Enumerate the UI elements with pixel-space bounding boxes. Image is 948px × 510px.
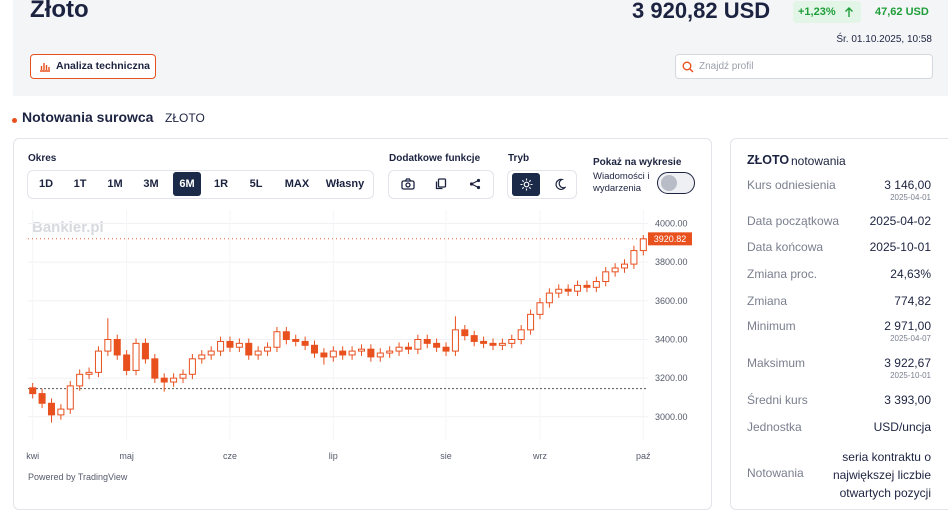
functions-group: [388, 170, 494, 199]
period-button[interactable]: 3M: [143, 178, 159, 190]
light-mode-button[interactable]: [512, 173, 540, 196]
row-value: 2 971,00: [884, 319, 931, 333]
row-label: Data końcowa: [747, 240, 824, 254]
period-button[interactable]: 1T: [73, 178, 87, 190]
section-bullet: [12, 118, 17, 123]
row-date: 2025-04-07: [890, 334, 931, 343]
change-abs: 47,62 USD: [875, 6, 929, 18]
sun-icon: [520, 178, 533, 191]
instrument-title: Złoto: [30, 0, 89, 23]
sidebar-card: [730, 138, 948, 510]
sidebar-title: ZŁOTO: [747, 153, 790, 167]
row-label: Zmiana proc.: [747, 267, 818, 281]
search-placeholder: Znajdź profil: [699, 61, 754, 72]
section-title: Notowania surowca: [22, 109, 154, 125]
change-badge: +1,23%: [793, 1, 861, 23]
period-button[interactable]: 6M: [173, 172, 201, 196]
row-value: 24,63%: [890, 267, 931, 281]
chart-icon: [40, 63, 50, 72]
row-label: Minimum: [747, 319, 796, 333]
row-value: 2025-10-01: [869, 240, 931, 254]
period-button[interactable]: 1D: [38, 178, 54, 190]
row-label: Data początkowa: [747, 214, 840, 228]
functions-label: Dodatkowe funkcje: [389, 153, 481, 164]
row-label: Jednostka: [747, 420, 802, 434]
button-label: Analiza techniczna: [56, 60, 150, 72]
chart-card: [13, 138, 712, 510]
row-label: Zmiana: [747, 294, 788, 308]
row-value: 3 146,00: [884, 178, 931, 192]
change-pct: +1,23%: [798, 6, 836, 18]
copy-icon[interactable]: [435, 178, 447, 190]
technical-analysis-button[interactable]: Analiza techniczna: [30, 54, 156, 79]
period-button[interactable]: 1M: [107, 178, 123, 190]
search-icon: [682, 61, 694, 73]
row-label: Notowania: [747, 466, 804, 480]
camera-icon[interactable]: [401, 178, 415, 190]
period-button[interactable]: 5L: [249, 178, 263, 190]
header-panel: [13, 0, 948, 96]
price: 3 920,82 USD: [632, 0, 771, 23]
search-box[interactable]: Znajdź profil: [675, 54, 933, 79]
mode-label: Tryb: [508, 153, 530, 164]
period-button[interactable]: 1R: [213, 178, 229, 190]
period-label: Okres: [28, 153, 57, 164]
row-date: 2025-10-01: [890, 371, 931, 380]
row-value: 774,82: [894, 294, 931, 308]
period-button[interactable]: MAX: [284, 178, 310, 190]
row-value: 2025-04-02: [869, 214, 931, 228]
row-date: 2025-04-01: [890, 193, 931, 202]
row-value: USD/uncja: [873, 420, 931, 434]
moon-icon[interactable]: [554, 178, 566, 190]
toggle-knob: [661, 175, 677, 191]
timestamp: Śr. 01.10.2025, 10:58: [836, 34, 932, 45]
events-toggle[interactable]: [657, 172, 695, 194]
sidebar-subtitle: notowania: [791, 154, 846, 168]
up-arrow-icon: [845, 7, 853, 17]
row-label: Maksimum: [747, 356, 806, 370]
row-value: 3 393,00: [884, 393, 931, 407]
show-label: Pokaż na wykresie: [593, 157, 682, 168]
mode-group: [507, 170, 577, 199]
period-button[interactable]: Własny: [325, 178, 365, 190]
row-value: seria kontraktu o największej liczbie ot…: [832, 450, 931, 500]
row-label: Średni kurs: [747, 393, 808, 407]
row-label: Kurs odniesienia: [747, 178, 836, 192]
share-icon[interactable]: [469, 178, 481, 190]
row-value: 3 922,67: [884, 356, 931, 370]
section-subtitle: ZŁOTO: [165, 111, 205, 125]
show-option: Wiadomości i wydarzenia: [593, 171, 650, 194]
